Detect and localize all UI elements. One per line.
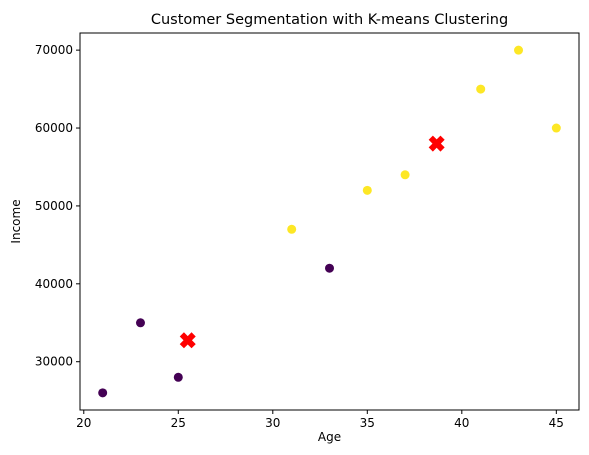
x-tick-label: 35 [360, 416, 375, 430]
centroid-marker [179, 332, 196, 349]
plot-area [79, 32, 580, 411]
data-point [135, 318, 145, 328]
x-tick-label: 20 [76, 416, 91, 430]
x-tick-label: 40 [454, 416, 469, 430]
x-tick-label: 45 [549, 416, 564, 430]
data-point [400, 170, 410, 180]
x-tick-label: 30 [265, 416, 280, 430]
y-axis: 30000 40000 50000 60000 70000 [35, 43, 80, 369]
data-point [362, 185, 372, 195]
y-tick-label: 30000 [35, 355, 73, 369]
centroid-marker [428, 135, 445, 152]
y-tick-label: 60000 [35, 121, 73, 135]
y-tick-label: 70000 [35, 43, 73, 57]
x-axis-label: Age [318, 430, 341, 444]
data-point [514, 45, 524, 55]
y-tick-label: 50000 [35, 199, 73, 213]
data-point [476, 84, 486, 94]
x-axis: 20 25 30 35 40 45 [76, 410, 564, 430]
y-tick-label: 40000 [35, 277, 73, 291]
data-point [551, 123, 561, 133]
y-axis-label: Income [9, 199, 23, 243]
data-point [98, 388, 108, 398]
data-point [325, 263, 334, 273]
chart-title: Customer Segmentation with K-means Clust… [151, 12, 508, 28]
x-tick-label: 25 [171, 416, 186, 430]
axes-frame [79, 32, 580, 411]
data-point [173, 372, 183, 382]
data-point [287, 224, 297, 234]
